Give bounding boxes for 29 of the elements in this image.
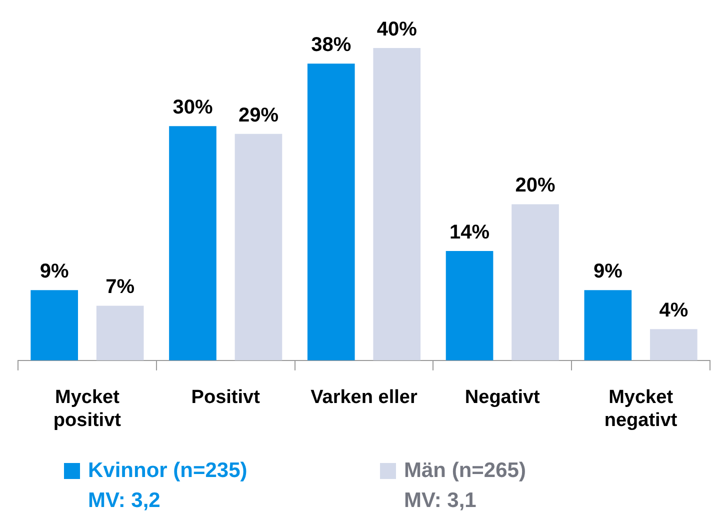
bar bbox=[650, 329, 698, 360]
data-label: 7% bbox=[106, 276, 135, 298]
bar bbox=[373, 48, 421, 360]
data-label: 9% bbox=[593, 260, 623, 283]
data-label: 40% bbox=[376, 18, 418, 41]
bar bbox=[30, 290, 78, 360]
bar bbox=[169, 126, 216, 360]
data-label: 9% bbox=[40, 260, 69, 283]
x-tick-label: Mycket positivt bbox=[53, 387, 122, 431]
data-label: 20% bbox=[515, 174, 556, 197]
bar bbox=[234, 134, 282, 360]
data-label: 14% bbox=[450, 222, 490, 244]
bar bbox=[96, 306, 144, 360]
data-label: 30% bbox=[172, 96, 213, 119]
x-tick-label: Negativt bbox=[464, 387, 541, 408]
x-tick-label: Mycket negativt bbox=[604, 387, 678, 431]
bar bbox=[512, 204, 559, 360]
text: MV: 3,1 bbox=[404, 488, 478, 514]
x-tick-label: Varken eller bbox=[310, 387, 418, 408]
data-label: 29% bbox=[238, 104, 279, 126]
data-label: 4% bbox=[659, 300, 688, 322]
legend-label: Kvinnor (n=235) bbox=[88, 458, 248, 484]
bar bbox=[307, 64, 355, 360]
x-tick-label: Positivt bbox=[191, 387, 261, 408]
bar bbox=[446, 251, 494, 360]
text: MV: 3,2 bbox=[88, 488, 162, 514]
bar bbox=[584, 290, 632, 360]
data-label: 38% bbox=[311, 34, 352, 56]
legend-label: Män (n=265) bbox=[404, 458, 526, 484]
